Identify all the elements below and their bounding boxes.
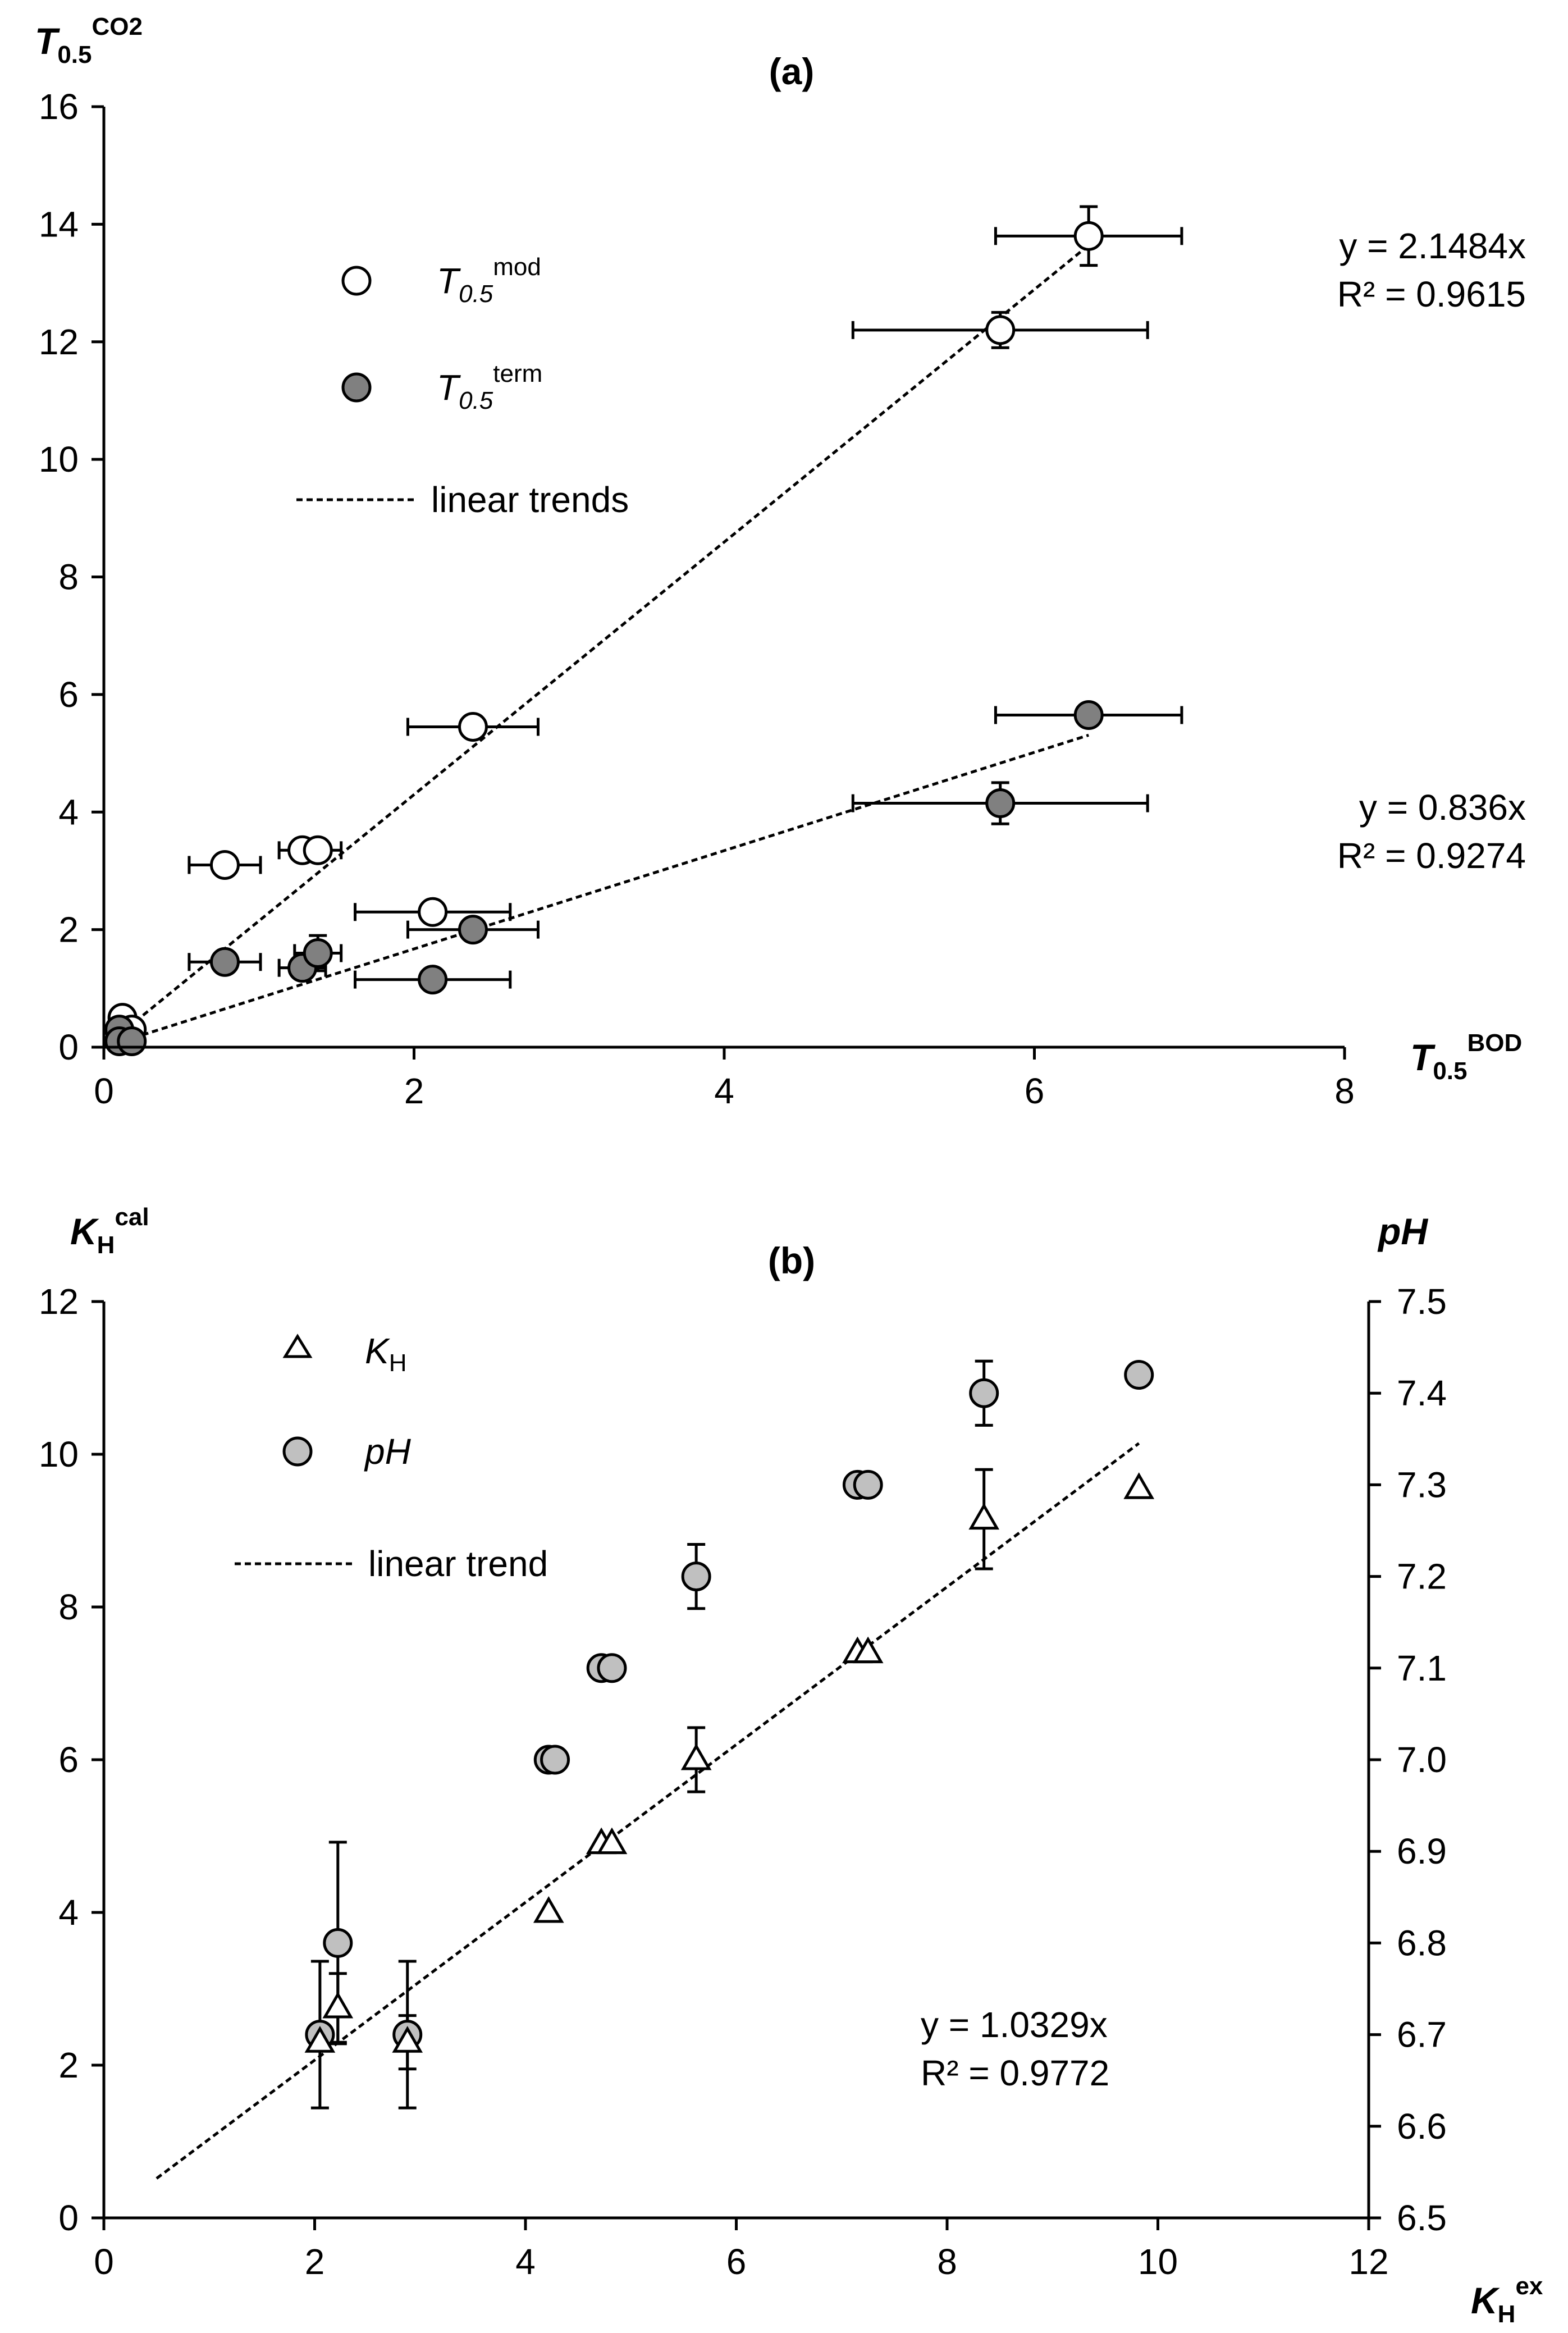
a-point-term: [117, 1026, 147, 1057]
a-point-term: [458, 915, 488, 945]
a-x-tick-label: 8: [1334, 1071, 1355, 1111]
b-point-kh: [392, 2026, 423, 2053]
panel-a-mod-equation: y = 2.1484x: [1339, 226, 1526, 266]
b-point-kh: [680, 1743, 712, 1770]
a-x-tick-label: 6: [1025, 1071, 1045, 1111]
b-point-ph: [540, 1745, 570, 1775]
b-y-tick-label: 4: [58, 1892, 79, 1933]
a-point-mod: [209, 850, 240, 880]
a-y-tick-label: 6: [58, 674, 79, 715]
a-y-tick-label: 16: [39, 86, 79, 127]
b-y-tick-label: 8: [58, 1587, 79, 1627]
b-y2-tick-label: 6.5: [1397, 2198, 1447, 2238]
b-y2-tick-label: 6.7: [1397, 2015, 1447, 2055]
b-x-tick-label: 4: [515, 2241, 536, 2282]
b-y2-tick-label: 6.6: [1397, 2106, 1447, 2147]
b-x-tick-label: 10: [1138, 2241, 1178, 2282]
panel-a-title: (a): [769, 51, 815, 92]
legend-kh-label: KH: [365, 1331, 406, 1377]
panel-b-equation: y = 1.0329x: [921, 2005, 1108, 2045]
legend-gray-circle-icon: [282, 1436, 313, 1467]
a-point-mod: [418, 897, 448, 927]
b-y-tick-label: 10: [39, 1434, 79, 1474]
a-y-tick-label: 8: [58, 557, 79, 597]
b-y2-tick-label: 7.3: [1397, 1464, 1447, 1505]
panel-a-mod-r2: R² = 0.9615: [1337, 274, 1526, 314]
panel-a-y-axis-label: T0.5CO2: [35, 13, 143, 69]
b-point-kh: [304, 2026, 336, 2053]
panel-a-term-equation: y = 0.836x: [1359, 787, 1526, 828]
a-point-term: [209, 947, 240, 977]
legend-ph-label: pH: [364, 1431, 412, 1472]
b-y-tick-label: 6: [58, 1740, 79, 1780]
a-point-mod: [458, 711, 488, 742]
panel-b-y2-axis-label: pH: [1377, 1211, 1428, 1252]
a-y-tick-label: 12: [39, 322, 79, 362]
b-point-ph: [1124, 1360, 1154, 1390]
b-point-ph: [323, 1928, 353, 1958]
b-point-kh: [596, 1827, 628, 1855]
a-trend-line-term: [103, 733, 1089, 1049]
b-y2-tick-label: 7.5: [1397, 1281, 1447, 1322]
b-x-tick-label: 12: [1348, 2241, 1388, 2282]
b-y-tick-label: 2: [58, 2045, 79, 2085]
b-point-ph: [853, 1469, 883, 1500]
a-point-term: [303, 938, 333, 968]
panel-b-y-axis-label: KHcal: [70, 1203, 149, 1259]
panel-b: (b) KHcal pH KHex 0246810126.56.66.76.86…: [39, 1203, 1543, 2328]
panel-b-x-axis-label: KHex: [1471, 2272, 1543, 2328]
b-x-tick-label: 6: [726, 2241, 747, 2282]
a-point-term: [1073, 700, 1104, 731]
a-point-mod: [985, 315, 1016, 345]
b-point-kh: [322, 1991, 354, 2019]
a-x-tick-label: 2: [404, 1071, 424, 1111]
panel-b-title: (b): [768, 1240, 815, 1281]
a-y-tick-label: 0: [58, 1027, 79, 1067]
a-x-tick-label: 4: [714, 1071, 734, 1111]
b-y2-tick-label: 6.8: [1397, 1923, 1447, 1963]
panel-a-term-r2: R² = 0.9274: [1337, 836, 1526, 876]
a-point-mod: [303, 835, 333, 865]
b-point-ph: [597, 1653, 627, 1683]
b-y-tick-label: 12: [39, 1281, 79, 1322]
legend-term-label: T0.5term: [437, 360, 542, 414]
b-y2-tick-label: 7.0: [1397, 1740, 1447, 1780]
b-y2-tick-label: 7.2: [1397, 1556, 1447, 1597]
b-x-tick-label: 0: [94, 2241, 114, 2282]
a-y-tick-label: 14: [39, 204, 79, 244]
b-point-kh: [968, 1503, 1000, 1530]
b-point-kh: [533, 1896, 564, 1923]
b-point-kh: [1123, 1472, 1155, 1499]
a-x-tick-label: 0: [94, 1071, 114, 1111]
b-y2-tick-label: 7.4: [1397, 1373, 1447, 1413]
legend-mod-label: T0.5mod: [437, 253, 541, 308]
panel-b-legend: KH pH linear trend: [235, 1331, 548, 1584]
a-y-tick-label: 2: [58, 910, 79, 950]
b-point-ph: [681, 1562, 711, 1592]
panel-a-x-axis-label: T0.5BOD: [1410, 1029, 1522, 1085]
panel-a: (a) T0.5CO2 T0.5BOD 0 2 4 6 8 10 12 14 16 0 2 4 6 8 y…: [35, 13, 1526, 1111]
b-point-ph: [969, 1378, 999, 1408]
a-y-tick-label: 4: [58, 792, 79, 832]
a-y-tick-label: 10: [39, 439, 79, 480]
legend-trend-label: linear trend: [368, 1544, 548, 1584]
legend-gray-circle-icon: [341, 372, 372, 403]
a-trend-line-mod: [103, 244, 1090, 1048]
legend-open-triangle-icon: [282, 1334, 313, 1358]
b-x-tick-label: 8: [937, 2241, 957, 2282]
a-point-term: [985, 788, 1016, 819]
panel-a-legend: T0.5mod T0.5term linear trends: [296, 253, 629, 520]
a-point-mod: [1073, 221, 1104, 251]
b-x-tick-label: 2: [305, 2241, 325, 2282]
b-y2-tick-label: 6.9: [1397, 1831, 1447, 1871]
legend-trend-label: linear trends: [431, 480, 629, 520]
legend-open-circle-icon: [341, 266, 372, 296]
b-y2-tick-label: 7.1: [1397, 1648, 1447, 1688]
b-point-kh: [852, 1636, 884, 1664]
panel-b-r2: R² = 0.9772: [921, 2053, 1109, 2093]
b-y-tick-label: 0: [58, 2198, 79, 2238]
a-point-term: [418, 965, 448, 995]
